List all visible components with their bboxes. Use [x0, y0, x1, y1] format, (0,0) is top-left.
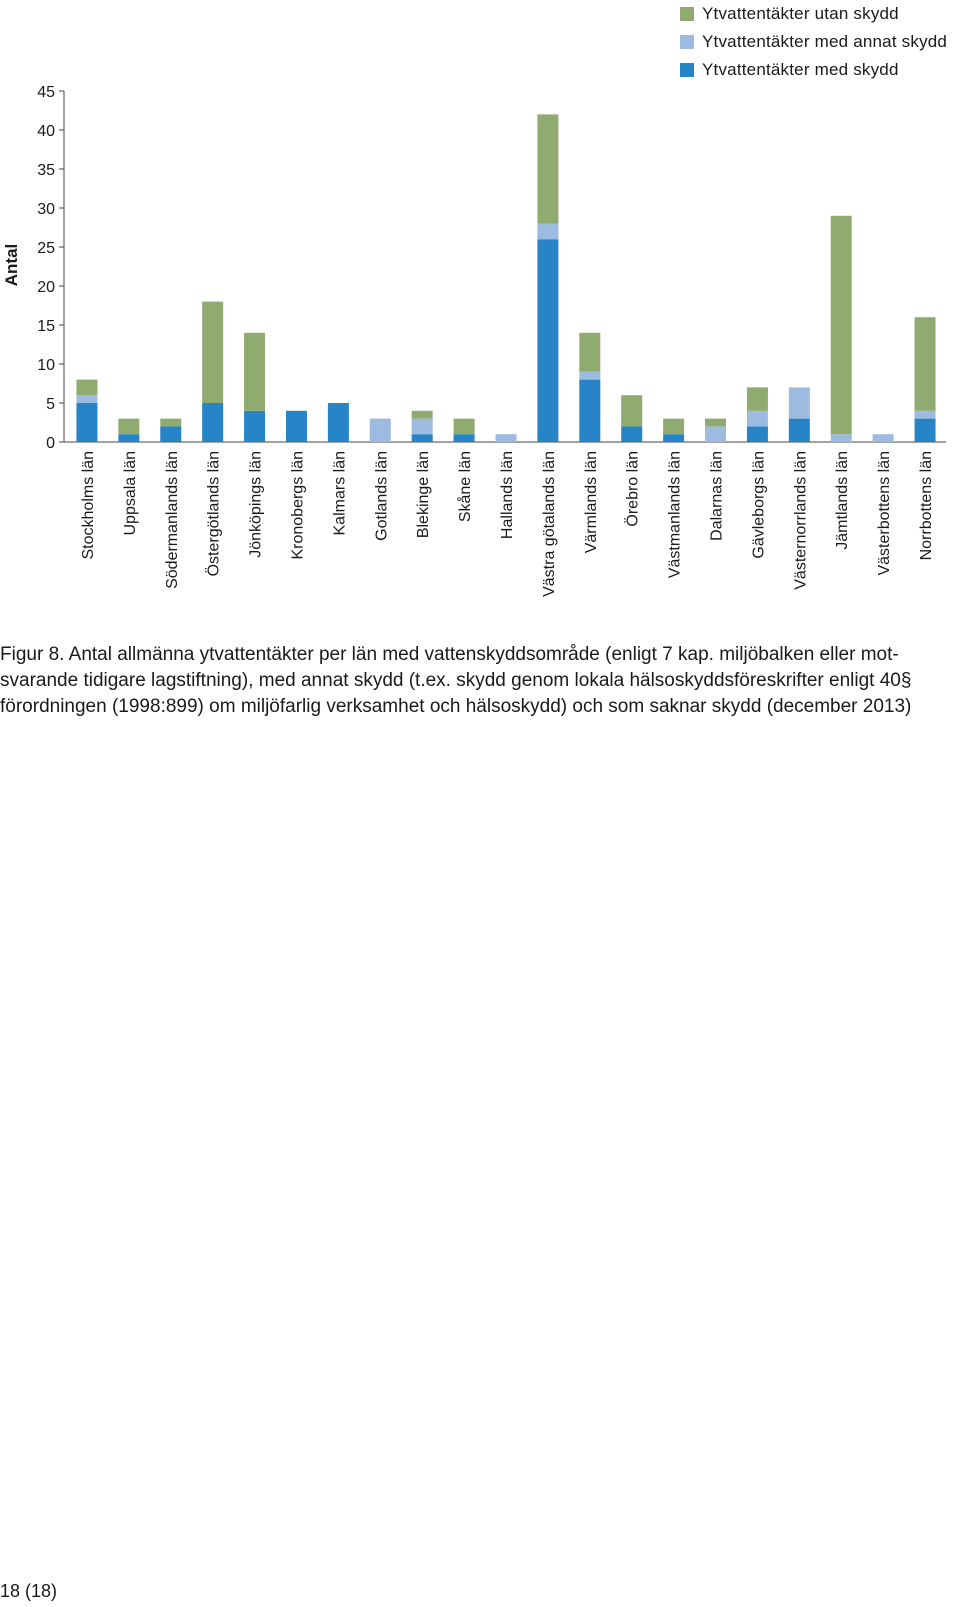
y-tick-label: 45: [37, 84, 55, 101]
page-number: 18 (18): [0, 1581, 58, 1601]
bar-segment: [621, 395, 643, 427]
bar-segment: [537, 114, 559, 224]
bar-segment: [202, 301, 224, 403]
x-tick-label: Gävleborgs län: [750, 451, 767, 559]
bar-segment: [830, 215, 852, 435]
bar-segment: [76, 403, 98, 442]
legend-item-utan-skydd: Ytvattentäkter utan skydd: [680, 0, 947, 28]
x-tick-label: Västernorrlands län: [792, 451, 809, 590]
x-tick-label: Jämtlands län: [834, 451, 851, 550]
bar-segment: [244, 332, 266, 411]
x-tick-label: Kronobergs län: [289, 451, 306, 560]
legend-item-med-skydd: Ytvattentäkter med skydd: [680, 56, 947, 84]
bar-segment: [914, 418, 936, 442]
x-tick-label: Skåne län: [456, 451, 474, 522]
x-tick-label: Dalarnas län: [709, 451, 726, 541]
bar-segment: [537, 239, 559, 442]
bar-segment: [453, 434, 475, 442]
bar-segment: [914, 317, 936, 411]
x-tick-label: Värmlands län: [583, 451, 600, 553]
x-tick-label: Västra götalands län: [541, 451, 558, 597]
legend-label: Ytvattentäkter med skydd: [702, 60, 899, 79]
legend-item-annat-skydd: Ytvattentäkter med annat skydd: [680, 28, 947, 56]
bar-segment: [160, 418, 182, 427]
x-tick-label: Norrbottens län: [918, 451, 935, 560]
bar-segment: [495, 434, 517, 442]
x-tick-label: Västerbottens län: [876, 451, 893, 576]
x-tick-label: Kalmars län: [331, 451, 348, 535]
bar-segment: [579, 379, 601, 442]
legend-label: Ytvattentäkter med annat skydd: [702, 32, 948, 51]
bar-segment: [914, 410, 936, 419]
y-tick-label: 10: [37, 357, 55, 374]
y-tick-label: 25: [37, 240, 55, 257]
y-tick-label: 5: [46, 396, 55, 413]
bar-segment: [118, 418, 140, 435]
bar-segment: [285, 410, 307, 442]
x-tick-label: Stockholms län: [80, 451, 97, 560]
figure-caption: Figur 8. Antal allmänna ytvattentäkter p…: [0, 642, 960, 720]
x-tick-label: Östergötlands län: [205, 451, 223, 576]
y-tick-label: 35: [37, 162, 55, 179]
bar-segment: [244, 410, 266, 442]
bar-segment: [76, 379, 98, 396]
y-tick-label: 15: [37, 318, 55, 335]
bar-segment: [746, 426, 768, 442]
legend-swatch: [680, 35, 694, 49]
y-tick-label: 30: [37, 201, 55, 218]
bar-segment: [705, 426, 727, 442]
bar-segment: [202, 403, 224, 442]
x-tick-label: Västmanlands län: [667, 451, 684, 578]
bar-segment: [579, 371, 601, 380]
x-tick-label: Gotlands län: [373, 451, 390, 541]
x-tick-label: Blekinge län: [415, 451, 432, 538]
bar-segment: [327, 403, 349, 442]
bar-segment: [788, 387, 810, 419]
bar-segment: [160, 426, 182, 442]
bar-segment: [118, 434, 140, 442]
bar-segment: [621, 426, 643, 442]
bar-segment: [411, 410, 433, 419]
y-tick-label: 20: [37, 279, 55, 296]
caption-line: förordningen (1998:899) om miljöfarlig v…: [0, 696, 912, 717]
bar-segment: [579, 332, 601, 372]
caption-line: svarande tidigare lagstiftning), med ann…: [0, 670, 912, 691]
y-tick-label: 40: [37, 123, 55, 140]
bar-segment: [705, 418, 727, 427]
legend-swatch: [680, 7, 694, 21]
bar-segment: [411, 418, 433, 435]
bar-segment: [76, 395, 98, 403]
legend-label: Ytvattentäkter utan skydd: [702, 4, 899, 23]
bars: [76, 114, 936, 442]
caption-line: Figur 8. Antal allmänna ytvattentäkter p…: [0, 644, 899, 665]
bar-segment: [872, 434, 894, 442]
bar-segment: [453, 418, 475, 435]
y-tick-label: 0: [46, 435, 55, 452]
bar-segment: [788, 418, 810, 442]
legend-swatch: [680, 63, 694, 77]
bar-segment: [663, 418, 685, 435]
bar-segment: [537, 223, 559, 240]
y-axis-title: Antal: [2, 244, 21, 287]
bar-segment: [369, 418, 391, 442]
x-tick-label: Jönköpings län: [248, 451, 265, 558]
bar-segment: [663, 434, 685, 442]
x-tick-label: Uppsala län: [122, 451, 139, 536]
bar-segment: [746, 387, 768, 411]
bar-segment: [411, 434, 433, 442]
bar-segment: [830, 434, 852, 442]
bar-segment: [746, 410, 768, 427]
x-tick-label: Södermanlands län: [164, 451, 181, 589]
legend: Ytvattentäkter utan skydd Ytvattentäkter…: [680, 0, 947, 84]
x-tick-label: Örebro län: [624, 451, 642, 527]
chart: 0 5 10 15 20 25 30 35 40 45 Stockholms län Uppsala…: [2, 84, 946, 597]
x-tick-labels: Stockholms län Uppsala län Södermanlands l…: [80, 451, 935, 597]
x-tick-label: Hallands län: [499, 451, 516, 539]
